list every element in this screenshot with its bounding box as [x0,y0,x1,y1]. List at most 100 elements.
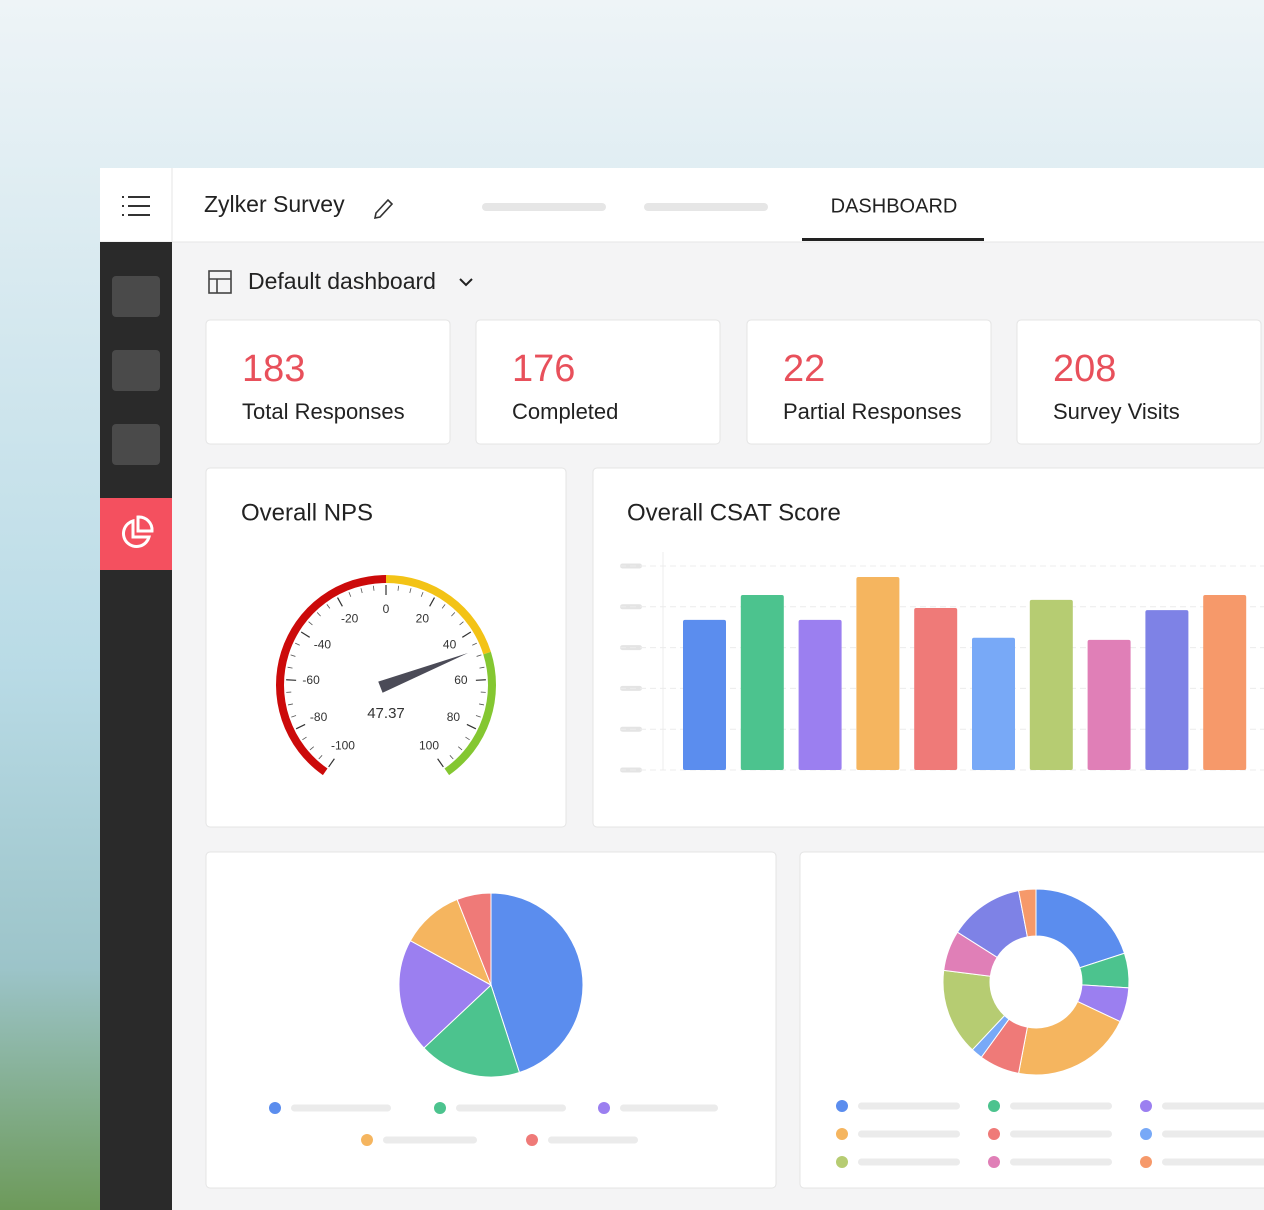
legend-swatch [1140,1128,1152,1140]
gauge-band [444,651,496,776]
gauge-tick-label: -40 [314,637,332,651]
stat-label: Total Responses [242,399,405,424]
legend-placeholder [1162,1130,1264,1138]
slice[interactable] [456,892,492,986]
stat-value: 22 [783,348,825,390]
legend-swatch [1140,1156,1152,1168]
sidebar-item[interactable] [112,350,160,391]
gauge-value: 47.37 [367,705,405,722]
stat-value: 183 [242,348,305,390]
bar[interactable] [914,608,958,770]
stat-card [1016,319,1262,445]
bar[interactable] [972,637,1015,770]
sidebar-item-active[interactable] [100,498,172,570]
gauge-tick-label: -60 [302,673,320,687]
bar[interactable] [1029,599,1073,770]
gauge-minor-tick [420,591,424,597]
gauge-minor-tick [459,621,464,626]
gauge-minor-tick [472,642,477,646]
gauge-minor-tick [457,746,463,751]
gauge-minor-tick [441,604,446,609]
gauge-tick [300,631,310,638]
legend-swatch [836,1128,848,1140]
gauge-minor-tick [372,585,375,591]
bar[interactable] [1087,639,1131,770]
dashboard-icon [208,270,232,294]
sidebar-item[interactable] [112,424,160,465]
stat-card [205,319,451,445]
gauge-tick [336,597,343,607]
tab-underline [802,238,984,241]
gauge-needle [378,653,468,693]
legend-placeholder [858,1130,960,1138]
slice[interactable] [1017,888,1037,938]
menu-icon[interactable] [122,196,150,216]
tab-placeholder[interactable] [644,203,768,211]
slice[interactable] [490,892,584,1074]
gauge-tick [437,758,444,768]
stat-value: 208 [1053,348,1116,390]
sidebar [100,242,172,1210]
gauge-minor-tick [287,703,293,706]
bar[interactable] [1203,594,1247,770]
gauge-minor-tick [475,715,481,718]
legend-swatch [988,1100,1000,1112]
edit-icon[interactable] [373,198,394,220]
sidebar-item[interactable] [112,276,160,317]
chart-title: Overall NPS [241,499,373,526]
slice[interactable] [423,984,521,1078]
legend-swatch [269,1102,281,1114]
gauge-tick-label: -20 [341,612,359,626]
tab-placeholder[interactable] [482,203,606,211]
gauge-tick-label: 0 [383,602,390,616]
stat-card [475,319,721,445]
bar[interactable] [798,619,842,770]
gauge-tick-label: 40 [443,637,457,651]
gauge-tick [328,758,335,768]
gauge-minor-tick [326,604,331,609]
bar[interactable] [1145,610,1189,770]
gauge-minor-tick [348,591,352,597]
gauge-minor-tick [287,666,293,669]
legend-placeholder [1162,1158,1264,1166]
gauge-tick [475,679,486,681]
gauge-tick-label: -100 [331,739,355,753]
gauge-minor-tick [397,585,400,591]
gauge-minor-tick [360,588,363,594]
bar[interactable] [856,577,900,770]
bar[interactable] [683,619,726,770]
bar[interactable] [740,594,784,770]
gauge-tick [466,723,477,730]
gauge-minor-tick [302,736,307,741]
stat-card [746,319,992,445]
gauge-minor-tick [308,621,313,626]
gauge-tick-label: 100 [419,739,439,753]
gauge-band [276,575,387,776]
gauge-minor-tick [465,736,470,741]
gauge-minor-tick [449,755,454,760]
active-tab[interactable]: DASHBOARD [831,195,958,217]
legend-placeholder [1010,1102,1112,1110]
gauge-tick [295,723,306,730]
legend-placeholder [291,1104,391,1112]
legend-placeholder [1162,1102,1264,1110]
gauge-minor-tick [295,642,300,646]
slice[interactable] [1017,1000,1121,1076]
gauge-minor-tick [479,666,485,669]
chart-icon [121,515,154,549]
stat-value: 176 [512,348,575,390]
legend-placeholder [548,1136,638,1144]
legend-placeholder [1010,1158,1112,1166]
gauge-tick [429,597,436,607]
legend-swatch [988,1128,1000,1140]
dropdown-icon[interactable] [459,278,473,287]
gauge-minor-tick [290,654,296,657]
dashboard-selector[interactable]: Default dashboard [248,268,436,294]
stat-label: Partial Responses [783,399,962,424]
gauge-band [385,575,491,655]
legend-placeholder [383,1136,477,1144]
legend-swatch [1140,1100,1152,1112]
slice[interactable] [398,939,492,1049]
